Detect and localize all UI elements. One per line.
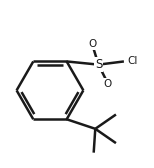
Text: O: O: [104, 79, 112, 89]
Text: S: S: [95, 58, 102, 71]
Text: O: O: [88, 39, 96, 49]
Text: Cl: Cl: [127, 56, 138, 67]
